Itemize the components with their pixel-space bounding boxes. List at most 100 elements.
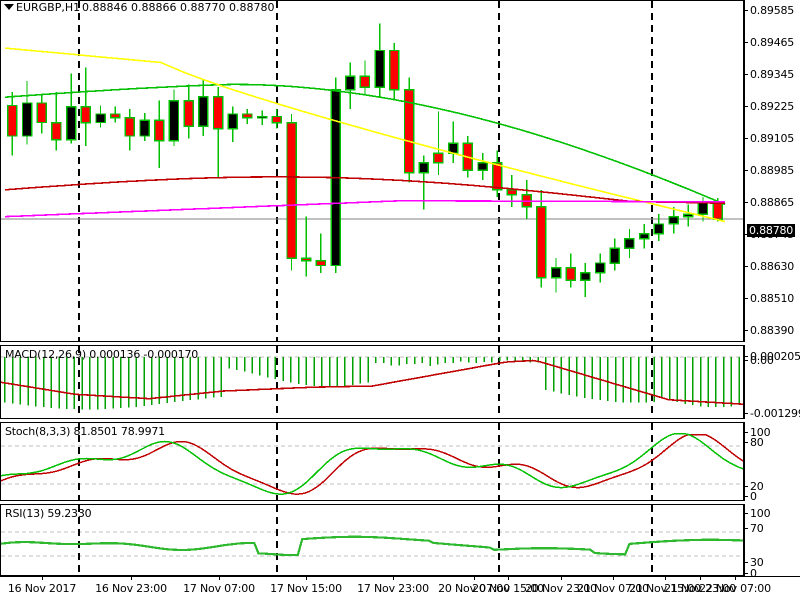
- candle-body-up: [624, 237, 635, 250]
- candle-body-up: [168, 99, 180, 142]
- price-tick-label: 0.88865: [750, 196, 795, 209]
- time-tick: [665, 577, 666, 580]
- candle-body-down: [7, 104, 18, 137]
- ma-yellow-line: [4, 47, 726, 223]
- candle-body-up: [21, 102, 33, 137]
- time-axis-label: 17 Nov 15:00: [270, 582, 342, 595]
- candle-body-down: [286, 121, 297, 259]
- rsi-svg: [1, 505, 743, 575]
- candle-body-down: [36, 102, 48, 124]
- stoch-svg: [1, 423, 743, 500]
- candle-body-up: [697, 202, 709, 215]
- rsi-legend: RSI(13) 59.2330: [5, 507, 92, 520]
- price-scale[interactable]: 0.89585 0.89465 0.89345 0.89225 0.89105 0.889…: [744, 0, 800, 342]
- rsi-tick-label: 70: [750, 522, 764, 535]
- time-axis-label: 17 Nov 07:00: [183, 582, 255, 595]
- time-tick: [219, 577, 220, 580]
- time-tick: [42, 577, 43, 580]
- rsi-scale[interactable]: 100 70 30 0: [744, 504, 800, 576]
- time-axis-label: 22 Nov 07:00: [699, 582, 771, 595]
- candle-body-down: [433, 152, 444, 164]
- symbol-label: EURGBP,H1: [16, 1, 81, 14]
- price-chart-panel[interactable]: [0, 0, 744, 342]
- candle-body-up: [65, 105, 77, 141]
- ma-red-line: [4, 176, 726, 204]
- macd-tick-label: 0.00: [750, 354, 774, 367]
- time-axis[interactable]: 16 Nov 2017 16 Nov 23:00 17 Nov 07:00 17 No…: [0, 576, 800, 600]
- time-axis-label: 20 Nov 15:00: [472, 582, 544, 595]
- rsi-tick-label: 0: [750, 567, 757, 576]
- candle-body-down: [153, 119, 165, 142]
- time-tick: [306, 577, 307, 580]
- ohlc-values: 0.88846 0.88866 0.88770 0.88780: [82, 1, 275, 14]
- stoch-tick-label: 80: [750, 436, 764, 449]
- candle-body-down: [359, 75, 371, 88]
- candle-body-down: [242, 113, 253, 119]
- candle-body-down: [536, 206, 547, 279]
- time-axis-label: 21 Nov 23:00: [664, 582, 736, 595]
- macd-legend: MACD(12,26,9) 0.000136 -0.000170: [5, 348, 199, 361]
- price-tick-label: 0.89225: [750, 100, 795, 113]
- price-tick-label: 0.88510: [750, 292, 795, 305]
- price-tick-label: 0.89465: [750, 36, 795, 49]
- time-tick: [131, 577, 132, 580]
- stoch-scale[interactable]: 100 80 20 0: [744, 422, 800, 501]
- stochastic-panel[interactable]: Stoch(8,3,3) 81.8501 78.9971: [0, 422, 744, 501]
- candle-body-up: [594, 262, 606, 274]
- rsi-plot-area: [1, 505, 743, 575]
- rsi-panel[interactable]: RSI(13) 59.2330: [0, 504, 744, 576]
- candle-body-up: [227, 113, 238, 130]
- candle-body-up: [95, 113, 106, 124]
- price-tick-label: 0.89105: [750, 132, 795, 145]
- price-svg: [1, 1, 743, 341]
- time-axis-label: 21 Nov 07:00: [577, 582, 649, 595]
- candle-body-up: [256, 115, 268, 119]
- time-axis-label: 20 Nov 23:00: [525, 582, 597, 595]
- candle-body-down: [403, 88, 415, 174]
- stoch-tick-label: 0: [750, 490, 757, 501]
- time-tick: [474, 577, 475, 580]
- candle-body-down: [212, 96, 224, 130]
- time-axis-label: 20 Nov 07:00: [438, 582, 510, 595]
- stoch-k-line: [1, 432, 743, 495]
- candle-body-up: [683, 213, 694, 218]
- macd-signal-line: [1, 359, 743, 405]
- candle-body-down: [183, 99, 194, 127]
- rsi-tick-label: 30: [750, 556, 764, 569]
- time-tick: [735, 577, 736, 580]
- price-plot-area: [1, 1, 743, 341]
- macd-panel[interactable]: MACD(12,26,9) 0.000136 -0.000170: [0, 345, 744, 419]
- price-tick-label: 0.89585: [750, 4, 795, 17]
- time-tick: [700, 577, 701, 580]
- stoch-legend: Stoch(8,3,3) 81.8501 78.9971: [5, 425, 165, 438]
- stoch-tick-label: 100: [750, 426, 771, 439]
- candle-body-down: [492, 162, 503, 191]
- candle-body-up: [139, 119, 150, 137]
- macd-tick-label: -0.001299: [750, 407, 800, 419]
- candle-body-up: [580, 272, 591, 281]
- stoch-plot-area: [1, 423, 743, 500]
- time-tick: [613, 577, 614, 580]
- candle-body-up: [668, 215, 679, 225]
- price-tick-label: 0.88630: [750, 260, 795, 273]
- current-price-badge: 0.88780: [747, 224, 796, 237]
- macd-scale[interactable]: 0.000205 0.00 -0.001299: [744, 345, 800, 419]
- macd-plot-area: [1, 346, 743, 418]
- ma-green-line: [4, 83, 726, 206]
- candle-body-down: [124, 116, 136, 137]
- candle-body-down: [315, 259, 327, 267]
- macd-svg: [1, 346, 743, 418]
- candle-body-up: [345, 75, 356, 91]
- candle-body-down: [712, 202, 723, 220]
- candle-body-down: [271, 115, 283, 124]
- candle-body-down: [301, 257, 312, 262]
- time-tick: [393, 577, 394, 580]
- price-tick-label: 0.88985: [750, 164, 795, 177]
- candle-body-up: [418, 162, 430, 174]
- candle-body-up: [638, 232, 650, 240]
- candle-body-down: [80, 105, 92, 124]
- time-axis-label: 16 Nov 23:00: [95, 582, 167, 595]
- candle-body-down: [109, 113, 121, 119]
- collapse-triangle-icon[interactable]: [4, 4, 14, 10]
